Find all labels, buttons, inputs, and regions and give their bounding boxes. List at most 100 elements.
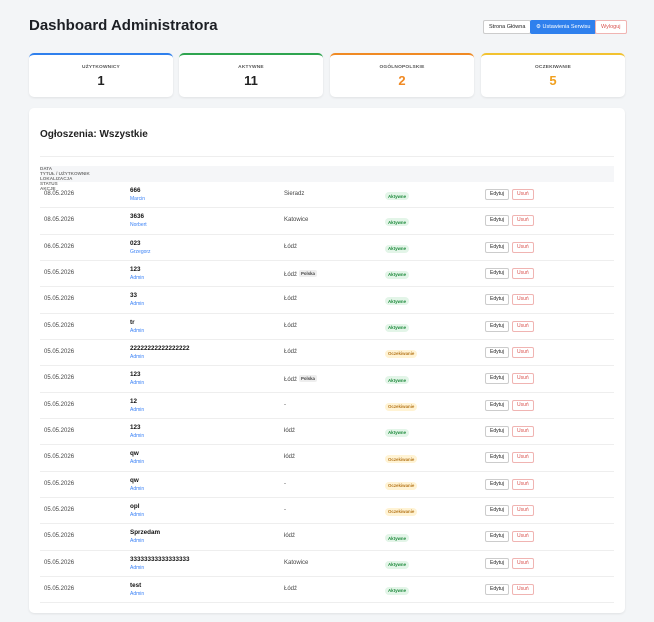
- user[interactable]: Admin: [130, 327, 145, 334]
- status-badge: Aktywne: [385, 376, 410, 385]
- title-cell: test Admin: [130, 582, 144, 597]
- stat-label: UŻYTKOWNICY: [82, 65, 120, 70]
- title-cell: 33 Admin: [130, 292, 144, 307]
- edit-button[interactable]: Edytuj: [485, 346, 509, 358]
- stat-label: OCZEKIWANIE: [534, 65, 572, 70]
- status-badge: Oczekiwanie: [385, 455, 418, 464]
- badge: Polska: [299, 269, 317, 277]
- user[interactable]: Admin: [130, 380, 145, 387]
- user[interactable]: Admin: [130, 590, 145, 597]
- table-row: 05.05.2026 Sprzedam Admin łódź Aktywne Edytuj…: [40, 524, 614, 551]
- table-row: 05.05.2026 123 Admin Łódź Polska Aktywne Edytu…: [40, 261, 614, 288]
- edit-button[interactable]: Edytuj: [485, 504, 509, 516]
- user[interactable]: Admin: [130, 538, 145, 545]
- table-row: 05.05.2026 test Admin Łódź Aktywne Edytuj Usuń: [40, 577, 614, 604]
- icon: ⚙: [536, 24, 543, 30]
- user[interactable]: Admin: [130, 459, 145, 466]
- stat-value: 11: [244, 73, 258, 88]
- delete-button[interactable]: Usuń: [512, 425, 534, 437]
- user[interactable]: Admin: [130, 353, 145, 360]
- edit-button[interactable]: Edytuj: [485, 399, 509, 411]
- badge: Polska: [299, 375, 317, 383]
- date: 05.05.2026: [44, 427, 75, 434]
- delete-button[interactable]: Usuń: [512, 320, 534, 332]
- date: 08.05.2026: [44, 217, 75, 224]
- delete-button[interactable]: Usuń: [512, 399, 534, 411]
- delete-button[interactable]: Usuń: [512, 294, 534, 306]
- delete-button[interactable]: Usuń: [512, 189, 534, 200]
- edit-button[interactable]: Edytuj: [485, 267, 509, 279]
- edit-button[interactable]: Edytuj: [485, 241, 509, 253]
- date: 05.05.2026: [44, 375, 75, 382]
- edit-button[interactable]: Edytuj: [485, 373, 509, 385]
- edit-button[interactable]: Edytuj: [485, 531, 509, 543]
- location: -: [284, 506, 286, 513]
- date: 05.05.2026: [44, 348, 75, 355]
- delete-button[interactable]: Usuń: [512, 215, 534, 227]
- listing-title: qw: [130, 450, 139, 458]
- edit-button[interactable]: Edytuj: [485, 294, 509, 306]
- edit-button[interactable]: Edytuj: [485, 425, 509, 437]
- delete-button[interactable]: Usuń: [512, 504, 534, 516]
- location: Łódź: [284, 348, 298, 355]
- status-badge: Aktywne: [385, 586, 410, 595]
- date: 05.05.2026: [44, 533, 75, 540]
- date: 05.05.2026: [44, 401, 75, 408]
- title-cell: 3636 Norbert: [130, 213, 147, 228]
- delete-button[interactable]: Usuń: [512, 346, 534, 358]
- user[interactable]: Admin: [130, 511, 145, 518]
- location: -: [284, 480, 286, 487]
- table-row: 05.05.2026 123 Admin łódź Aktywne Edytuj Usuń: [40, 419, 614, 446]
- edit-button[interactable]: Edytuj: [485, 452, 509, 464]
- table-row: 08.05.2026 666 Marcin Sieradz Aktywne Edytuj U…: [40, 182, 614, 209]
- edit-button[interactable]: Edytuj: [485, 189, 509, 200]
- status-badge: Aktywne: [385, 218, 410, 227]
- delete-button[interactable]: Usuń: [512, 452, 534, 464]
- user[interactable]: Norbert: [130, 222, 147, 229]
- edit-button[interactable]: Edytuj: [485, 320, 509, 332]
- delete-button[interactable]: Usuń: [512, 373, 534, 385]
- listing-title: qw: [130, 476, 139, 484]
- settings-button[interactable]: ⚙ Ustawienia Serwisu: [530, 20, 597, 34]
- title-cell: qw Admin: [130, 450, 144, 465]
- edit-button[interactable]: Edytuj: [485, 557, 509, 569]
- table-row: 05.05.2026 33333333333333333 Admin Katowice…: [40, 551, 614, 577]
- delete-button[interactable]: Usuń: [512, 531, 534, 543]
- location-cell: Łódź: [284, 244, 297, 250]
- logout-button[interactable]: Wyloguj: [595, 20, 627, 34]
- location-cell: Łódź Polska: [284, 269, 317, 278]
- edit-button[interactable]: Edytuj: [485, 215, 509, 227]
- location-cell: Sieradz: [284, 191, 304, 197]
- delete-button[interactable]: Usuń: [512, 557, 534, 569]
- user[interactable]: Admin: [130, 485, 145, 492]
- user[interactable]: Grzegorz: [130, 248, 151, 255]
- location: Łódź: [284, 322, 298, 329]
- listing-title: 123: [130, 423, 141, 431]
- location-cell: -: [284, 507, 286, 513]
- location: -: [284, 401, 286, 408]
- user[interactable]: Marcin: [130, 196, 146, 202]
- user[interactable]: Admin: [130, 564, 145, 571]
- location-cell: Katowice: [284, 217, 308, 223]
- delete-button[interactable]: Usuń: [512, 241, 534, 253]
- table-row: 08.05.2026 3636 Norbert Katowice Aktywne Edyt…: [40, 208, 614, 235]
- location: łódź: [284, 533, 296, 540]
- user[interactable]: Admin: [130, 406, 145, 413]
- date: 05.05.2026: [44, 559, 75, 566]
- edit-button[interactable]: Edytuj: [485, 583, 509, 595]
- delete-button[interactable]: Usuń: [512, 478, 534, 490]
- user[interactable]: Admin: [130, 432, 145, 439]
- home-button[interactable]: Strona Główna: [483, 20, 532, 34]
- column-header: STATUS: [40, 181, 58, 186]
- table-row: 05.05.2026 opl Admin - Oczekiwanie Edytuj Usuń: [40, 498, 614, 525]
- delete-button[interactable]: Usuń: [512, 583, 534, 595]
- date: 05.05.2026: [44, 269, 75, 276]
- title-cell: 023 Grzegorz: [130, 240, 151, 255]
- location-cell: Łódź: [284, 296, 297, 302]
- user[interactable]: Admin: [130, 274, 145, 281]
- table-row: 05.05.2026 qw Admin - Oczekiwanie Edytuj Usuń: [40, 472, 614, 498]
- user[interactable]: Admin: [130, 301, 145, 308]
- delete-button[interactable]: Usuń: [512, 267, 534, 279]
- edit-button[interactable]: Edytuj: [485, 478, 509, 490]
